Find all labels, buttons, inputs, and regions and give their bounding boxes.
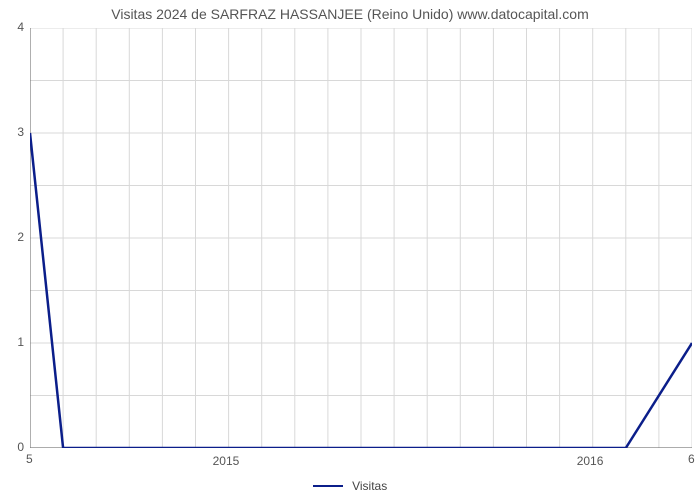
x-tick-label: 6 xyxy=(688,452,695,466)
y-tick-label: 1 xyxy=(17,335,24,349)
plot-svg xyxy=(30,28,692,448)
x-tick-label: 5 xyxy=(26,452,33,466)
line-chart: Visitas 2024 de SARFRAZ HASSANJEE (Reino… xyxy=(0,0,700,500)
y-tick-label: 4 xyxy=(17,20,24,34)
legend: Visitas xyxy=(0,478,700,493)
legend-line xyxy=(313,485,343,487)
plot-area xyxy=(30,28,692,448)
legend-label: Visitas xyxy=(352,479,387,493)
x-year-label: 2015 xyxy=(213,454,240,468)
y-tick-label: 2 xyxy=(17,230,24,244)
y-tick-label: 0 xyxy=(17,440,24,454)
x-year-label: 2016 xyxy=(577,454,604,468)
y-tick-label: 3 xyxy=(17,125,24,139)
chart-title: Visitas 2024 de SARFRAZ HASSANJEE (Reino… xyxy=(0,6,700,22)
